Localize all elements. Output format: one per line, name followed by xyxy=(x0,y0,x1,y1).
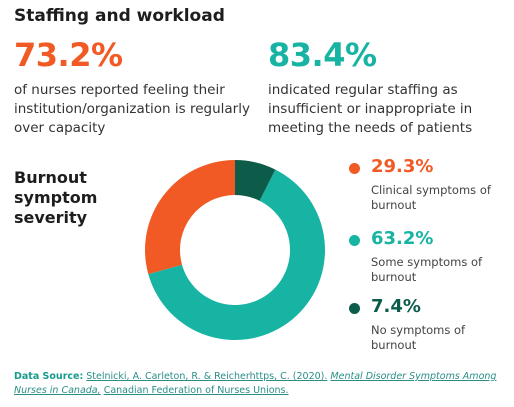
source-work-link[interactable]: Mental Disorder Symptoms Among Nurses in… xyxy=(14,371,497,396)
burnout-donut-chart xyxy=(145,160,325,340)
legend-label-some: Some symptoms of burnout xyxy=(371,255,483,284)
source-label: Data Source: xyxy=(14,371,84,382)
slice-clinical xyxy=(145,160,235,275)
page-title: Staffing and workload xyxy=(14,6,225,26)
slice-none xyxy=(235,160,276,201)
source-authors-link[interactable]: Stelnicki, A. Carleton, R. & Reicherhttp… xyxy=(86,371,328,382)
data-source: Data Source: Stelnicki, A. Carleton, R. … xyxy=(14,370,514,398)
legend-dot-some xyxy=(349,235,360,246)
legend-label-clinical: Clinical symptoms of burnout xyxy=(371,183,491,212)
legend-value-some: 63.2% xyxy=(371,228,434,249)
slice-some xyxy=(148,169,325,340)
stat-staffing-value: 83.4% xyxy=(268,36,377,74)
stat-over-capacity-text: of nurses reported feeling their institu… xyxy=(14,82,250,136)
legend-label-none: No symptoms of burnout xyxy=(371,323,466,352)
legend-dot-clinical xyxy=(349,163,360,174)
chart-title: Burnout symptom severity xyxy=(14,168,98,227)
stat-staffing-text: indicated regular staffing as insufficie… xyxy=(268,82,473,136)
legend-value-none: 7.4% xyxy=(371,296,421,317)
legend-dot-none xyxy=(349,303,360,314)
legend-value-clinical: 29.3% xyxy=(371,156,434,177)
stat-over-capacity-value: 73.2% xyxy=(14,36,123,74)
source-publisher-link[interactable]: Canadian Federation of Nurses Unions. xyxy=(103,385,289,396)
